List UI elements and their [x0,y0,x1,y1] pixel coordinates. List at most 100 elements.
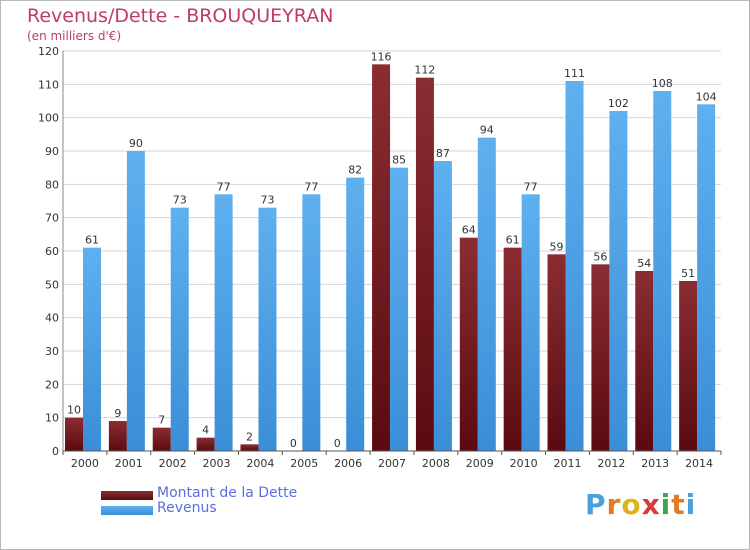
legend-swatch-dette [101,491,153,500]
bar-dette [152,427,171,451]
x-tick-label: 2000 [71,457,99,470]
data-label-revenus: 77 [304,180,318,193]
data-label-revenus: 77 [524,180,538,193]
y-tick-label: 110 [38,78,59,91]
x-tick-label: 2013 [641,457,669,470]
logo-letter: P [585,488,607,521]
x-tick-label: 2001 [115,457,143,470]
y-tick-label: 120 [38,45,59,58]
bar-dette [108,421,127,451]
data-label-dette: 9 [114,407,121,420]
logo-letter: r [606,488,622,521]
x-tick-label: 2004 [246,457,274,470]
data-label-dette: 4 [202,424,209,437]
bar-dette [459,237,478,451]
data-label-dette: 61 [506,234,520,247]
data-label-revenus: 90 [129,137,143,150]
data-label-dette: 64 [462,224,476,237]
y-tick-label: 10 [45,412,59,425]
data-label-revenus: 73 [173,194,187,207]
bar-dette [591,264,610,451]
bar-revenus [477,137,496,451]
data-label-revenus: 85 [392,154,406,167]
data-label-dette: 59 [550,240,564,253]
data-label-dette: 0 [290,437,297,450]
x-tick-label: 2002 [159,457,187,470]
bar-dette [372,64,391,452]
x-tick-label: 2009 [466,457,494,470]
bar-revenus [258,207,277,451]
y-tick-label: 0 [52,445,59,458]
bar-dette [415,77,434,452]
data-label-revenus: 108 [652,77,673,90]
bar-dette [240,444,259,451]
data-label-dette: 7 [158,414,165,427]
chart-subtitle: (en milliers d'€) [27,29,122,43]
bar-dette [547,254,566,451]
bar-revenus [609,111,628,451]
logo-letter: x [641,488,661,521]
x-tick-label: 2007 [378,457,406,470]
bar-revenus [170,207,189,451]
bar-revenus [433,161,452,451]
legend-label-dette: Montant de la Dette [157,485,298,501]
logo-letter: i [660,488,672,521]
bar-dette [196,437,215,451]
bar-revenus [697,104,716,451]
data-label-revenus: 102 [608,97,629,110]
bar-revenus [214,194,233,452]
data-label-dette: 116 [371,50,392,63]
x-tick-label: 2010 [510,457,538,470]
legend-swatch-revenus [101,506,153,515]
bar-revenus [521,194,540,452]
bar-revenus [390,167,409,451]
bar-revenus [302,194,321,452]
data-label-dette: 10 [67,404,81,417]
data-label-dette: 0 [334,437,341,450]
data-label-revenus: 94 [480,124,494,137]
x-tick-label: 2011 [553,457,581,470]
data-label-revenus: 77 [217,180,231,193]
x-tick-label: 2008 [422,457,450,470]
y-tick-label: 100 [38,112,59,125]
bar-revenus [83,247,101,451]
y-tick-label: 20 [45,378,59,391]
y-tick-label: 90 [45,145,59,158]
x-tick-label: 2005 [290,457,318,470]
logo-letter: o [621,488,642,521]
data-label-revenus: 82 [348,164,362,177]
logo-letter: t [671,488,686,521]
data-label-revenus: 111 [564,67,585,80]
y-tick-label: 60 [45,245,59,258]
x-tick-label: 2012 [597,457,625,470]
bar-revenus [346,177,365,451]
data-label-dette: 2 [246,430,253,443]
data-label-revenus: 61 [85,234,99,247]
x-tick-label: 2003 [203,457,231,470]
legend-label-revenus: Revenus [157,500,217,516]
bar-dette [635,271,654,451]
x-tick-label: 2014 [685,457,713,470]
y-tick-label: 70 [45,212,59,225]
logo-letter: i [685,488,697,521]
bar-revenus [565,81,584,451]
data-label-revenus: 104 [696,90,717,103]
y-tick-label: 50 [45,278,59,291]
bar-revenus [126,151,145,451]
y-tick-label: 40 [45,312,59,325]
proxiti-logo: Proxiti [585,488,696,521]
bar-dette [503,247,522,451]
bar-dette [65,417,83,451]
data-label-dette: 51 [681,267,695,280]
bar-revenus [653,91,672,451]
data-label-revenus: 87 [436,147,450,160]
data-label-revenus: 73 [260,194,274,207]
x-tick-label: 2006 [334,457,362,470]
chart-title: Revenus/Dette - BROUQUEYRAN [27,5,334,27]
y-tick-label: 30 [45,345,59,358]
y-tick-label: 80 [45,178,59,191]
data-label-dette: 54 [637,257,651,270]
data-label-dette: 56 [593,250,607,263]
